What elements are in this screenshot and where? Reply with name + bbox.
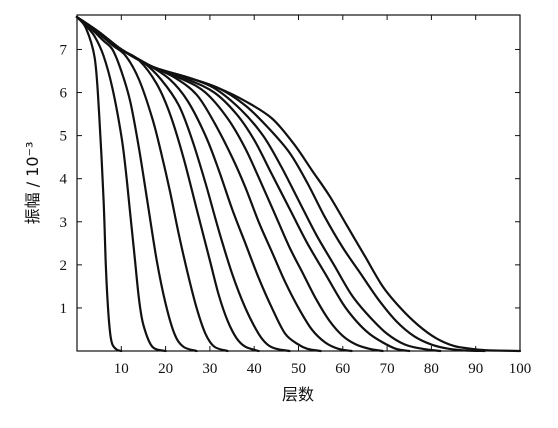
y-tick-label: 2 [60, 258, 68, 274]
x-tick-label: 50 [291, 361, 306, 377]
series-line-3 [75, 16, 198, 353]
tick-group: 10 20 30 40 50 60 70 80 90 100 1 2 3 4 5 6 7 [60, 15, 532, 377]
series-line-4 [75, 16, 229, 353]
series-line-6 [75, 16, 291, 353]
series-line-8 [75, 16, 353, 353]
x-tick-label: 30 [202, 361, 217, 377]
series-line-1 [75, 16, 123, 353]
y-tick-label: 3 [60, 215, 68, 231]
series-line-7 [75, 16, 322, 353]
y-tick-label: 5 [60, 129, 68, 145]
x-tick-label: 70 [380, 361, 395, 377]
y-axis-label: 振幅 / 10⁻³ [23, 142, 42, 225]
series-line-11 [75, 16, 442, 353]
x-axis-label: 层数 [282, 385, 314, 404]
series-group [75, 16, 522, 353]
x-tick-label: 20 [158, 361, 173, 377]
x-tick-label: 100 [509, 361, 532, 377]
x-tick-label: 60 [335, 361, 350, 377]
y-tick-label: 1 [60, 301, 68, 317]
y-tick-label: 6 [60, 86, 68, 102]
series-line-2 [75, 16, 167, 353]
series-line-9 [75, 16, 384, 353]
y-tick-label: 4 [60, 172, 68, 188]
y-tick-label: 7 [60, 42, 68, 58]
series-line-13 [75, 16, 522, 353]
x-tick-label: 40 [247, 361, 262, 377]
x-tick-label: 80 [424, 361, 439, 377]
x-tick-label: 90 [468, 361, 483, 377]
x-tick-label: 10 [114, 361, 129, 377]
